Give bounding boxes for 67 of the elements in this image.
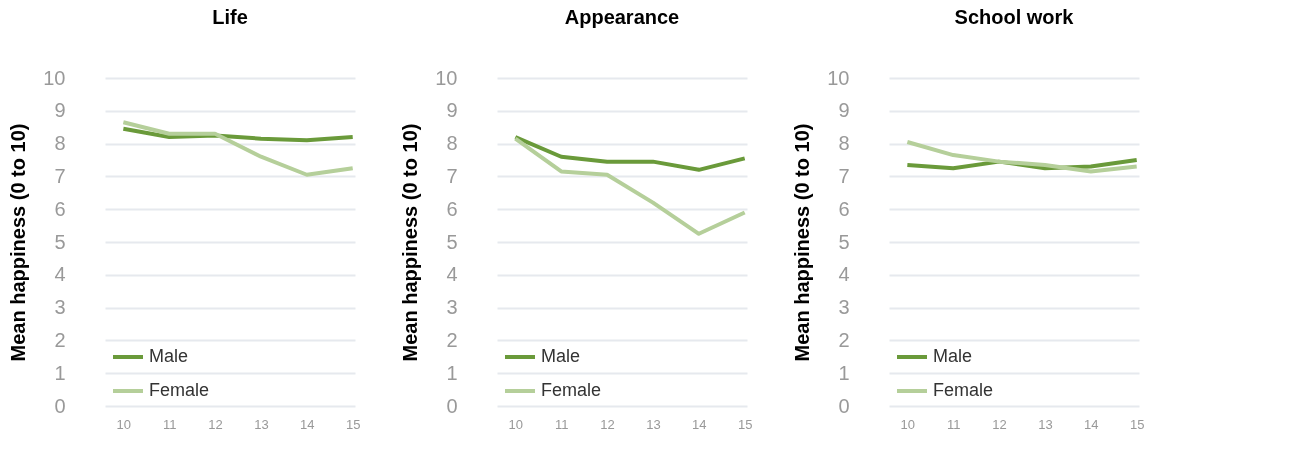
y-tick-label: 3 [54,296,66,319]
chart-title: School work [954,6,1075,28]
y-tick-label: 7 [54,164,66,187]
chart-title: Life [212,6,248,28]
x-tick-label: 15 [345,416,361,432]
legend-label: Female [933,380,994,400]
line-series [905,139,1139,174]
y-tick-label: 6 [446,197,458,220]
y-tick-label: 7 [446,164,458,187]
y-tick-label: 3 [446,296,458,319]
line-series [121,120,355,177]
y-tick-label: 4 [54,263,66,286]
y-tick-label: 3 [838,296,850,319]
y-tick-label: 10 [435,66,458,89]
y-tick-label: 0 [838,394,850,417]
y-tick-label: 6 [838,197,850,220]
y-tick-label: 9 [54,99,66,122]
x-tick-label: 10 [508,416,524,432]
y-tick-label: 0 [54,394,66,417]
x-tick-label: 14 [300,416,315,432]
x-tick-label: 13 [1038,416,1053,432]
legend-label: Male [933,346,973,366]
legend-label: Male [149,346,189,366]
x-tick-label: 12 [208,416,223,432]
x-tick-label: 14 [692,416,707,432]
x-tick-label: 10 [116,416,132,432]
x-tick-label: 13 [646,416,661,432]
y-tick-label: 10 [827,66,850,89]
chart-title: Appearance [564,6,680,28]
y-tick-label: 8 [446,132,458,155]
y-tick-label: 7 [838,164,850,187]
y-tick-label: 2 [446,328,458,351]
y-tick-label: 1 [54,361,66,384]
y-tick-label: 2 [838,328,850,351]
y-axis-title: Mean happiness (0 to 10) [791,123,814,362]
y-tick-label: 5 [446,230,458,253]
x-tick-label: 11 [946,416,961,432]
y-tick-label: 1 [446,361,458,384]
y-axis-title: Mean happiness (0 to 10) [399,123,422,362]
x-tick-label: 11 [162,416,177,432]
y-tick-label: 8 [838,132,850,155]
y-tick-label: 6 [54,197,66,220]
legend-label: Female [149,380,210,400]
y-tick-label: 4 [446,263,458,286]
y-tick-label: 2 [54,328,66,351]
y-tick-label: 9 [838,99,850,122]
x-tick-label: 12 [600,416,615,432]
y-tick-label: 5 [54,230,66,253]
x-tick-label: 13 [254,416,269,432]
x-tick-label: 11 [554,416,569,432]
y-axis-title: Mean happiness (0 to 10) [7,123,30,362]
x-tick-label: 14 [1084,416,1099,432]
x-tick-label: 15 [1129,416,1145,432]
y-tick-label: 8 [54,132,66,155]
x-tick-label: 10 [900,416,916,432]
legend-label: Male [541,346,581,366]
x-tick-label: 12 [992,416,1007,432]
y-tick-label: 5 [838,230,850,253]
legend-label: Female [541,380,602,400]
y-tick-label: 4 [838,263,850,286]
y-tick-label: 1 [838,361,850,384]
y-tick-label: 0 [446,394,458,417]
line-series [513,136,747,236]
y-tick-label: 9 [446,99,458,122]
x-tick-label: 15 [737,416,753,432]
line-series [513,135,747,172]
y-tick-label: 10 [43,66,66,89]
